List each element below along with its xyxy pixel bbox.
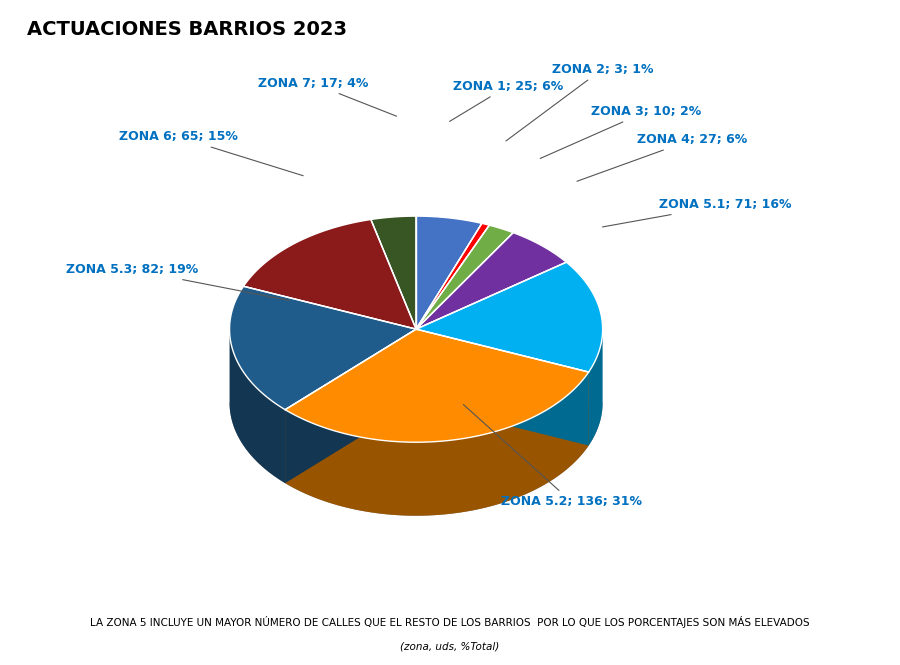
Polygon shape: [589, 330, 603, 446]
Polygon shape: [416, 329, 589, 446]
Text: (zona, uds, %Total): (zona, uds, %Total): [400, 642, 500, 652]
Polygon shape: [230, 329, 285, 483]
Text: ZONA 5.3; 82; 19%: ZONA 5.3; 82; 19%: [67, 263, 289, 301]
Polygon shape: [416, 262, 603, 372]
Polygon shape: [371, 216, 416, 329]
Polygon shape: [244, 219, 416, 329]
Text: ZONA 5.2; 136; 31%: ZONA 5.2; 136; 31%: [464, 404, 642, 508]
Polygon shape: [285, 329, 416, 483]
Polygon shape: [230, 403, 603, 515]
Text: ZONA 1; 25; 6%: ZONA 1; 25; 6%: [450, 80, 563, 122]
Polygon shape: [285, 329, 589, 442]
Text: ZONA 2; 3; 1%: ZONA 2; 3; 1%: [506, 63, 653, 141]
Polygon shape: [416, 233, 566, 329]
Polygon shape: [285, 372, 589, 515]
Text: ZONA 5.1; 71; 16%: ZONA 5.1; 71; 16%: [602, 198, 792, 227]
Text: LA ZONA 5 INCLUYE UN MAYOR NÚMERO DE CALLES QUE EL RESTO DE LOS BARRIOS  POR LO : LA ZONA 5 INCLUYE UN MAYOR NÚMERO DE CAL…: [90, 616, 810, 628]
Text: ZONA 6; 65; 15%: ZONA 6; 65; 15%: [119, 130, 303, 176]
Text: ZONA 7; 17; 4%: ZONA 7; 17; 4%: [257, 76, 397, 116]
Polygon shape: [416, 329, 589, 446]
Text: ZONA 4; 27; 6%: ZONA 4; 27; 6%: [577, 133, 747, 182]
Polygon shape: [416, 223, 490, 329]
Polygon shape: [285, 329, 416, 483]
Text: ACTUACIONES BARRIOS 2023: ACTUACIONES BARRIOS 2023: [27, 20, 347, 39]
Text: ZONA 3; 10; 2%: ZONA 3; 10; 2%: [540, 105, 702, 158]
Polygon shape: [416, 216, 482, 329]
Polygon shape: [230, 287, 416, 410]
Polygon shape: [416, 225, 513, 329]
